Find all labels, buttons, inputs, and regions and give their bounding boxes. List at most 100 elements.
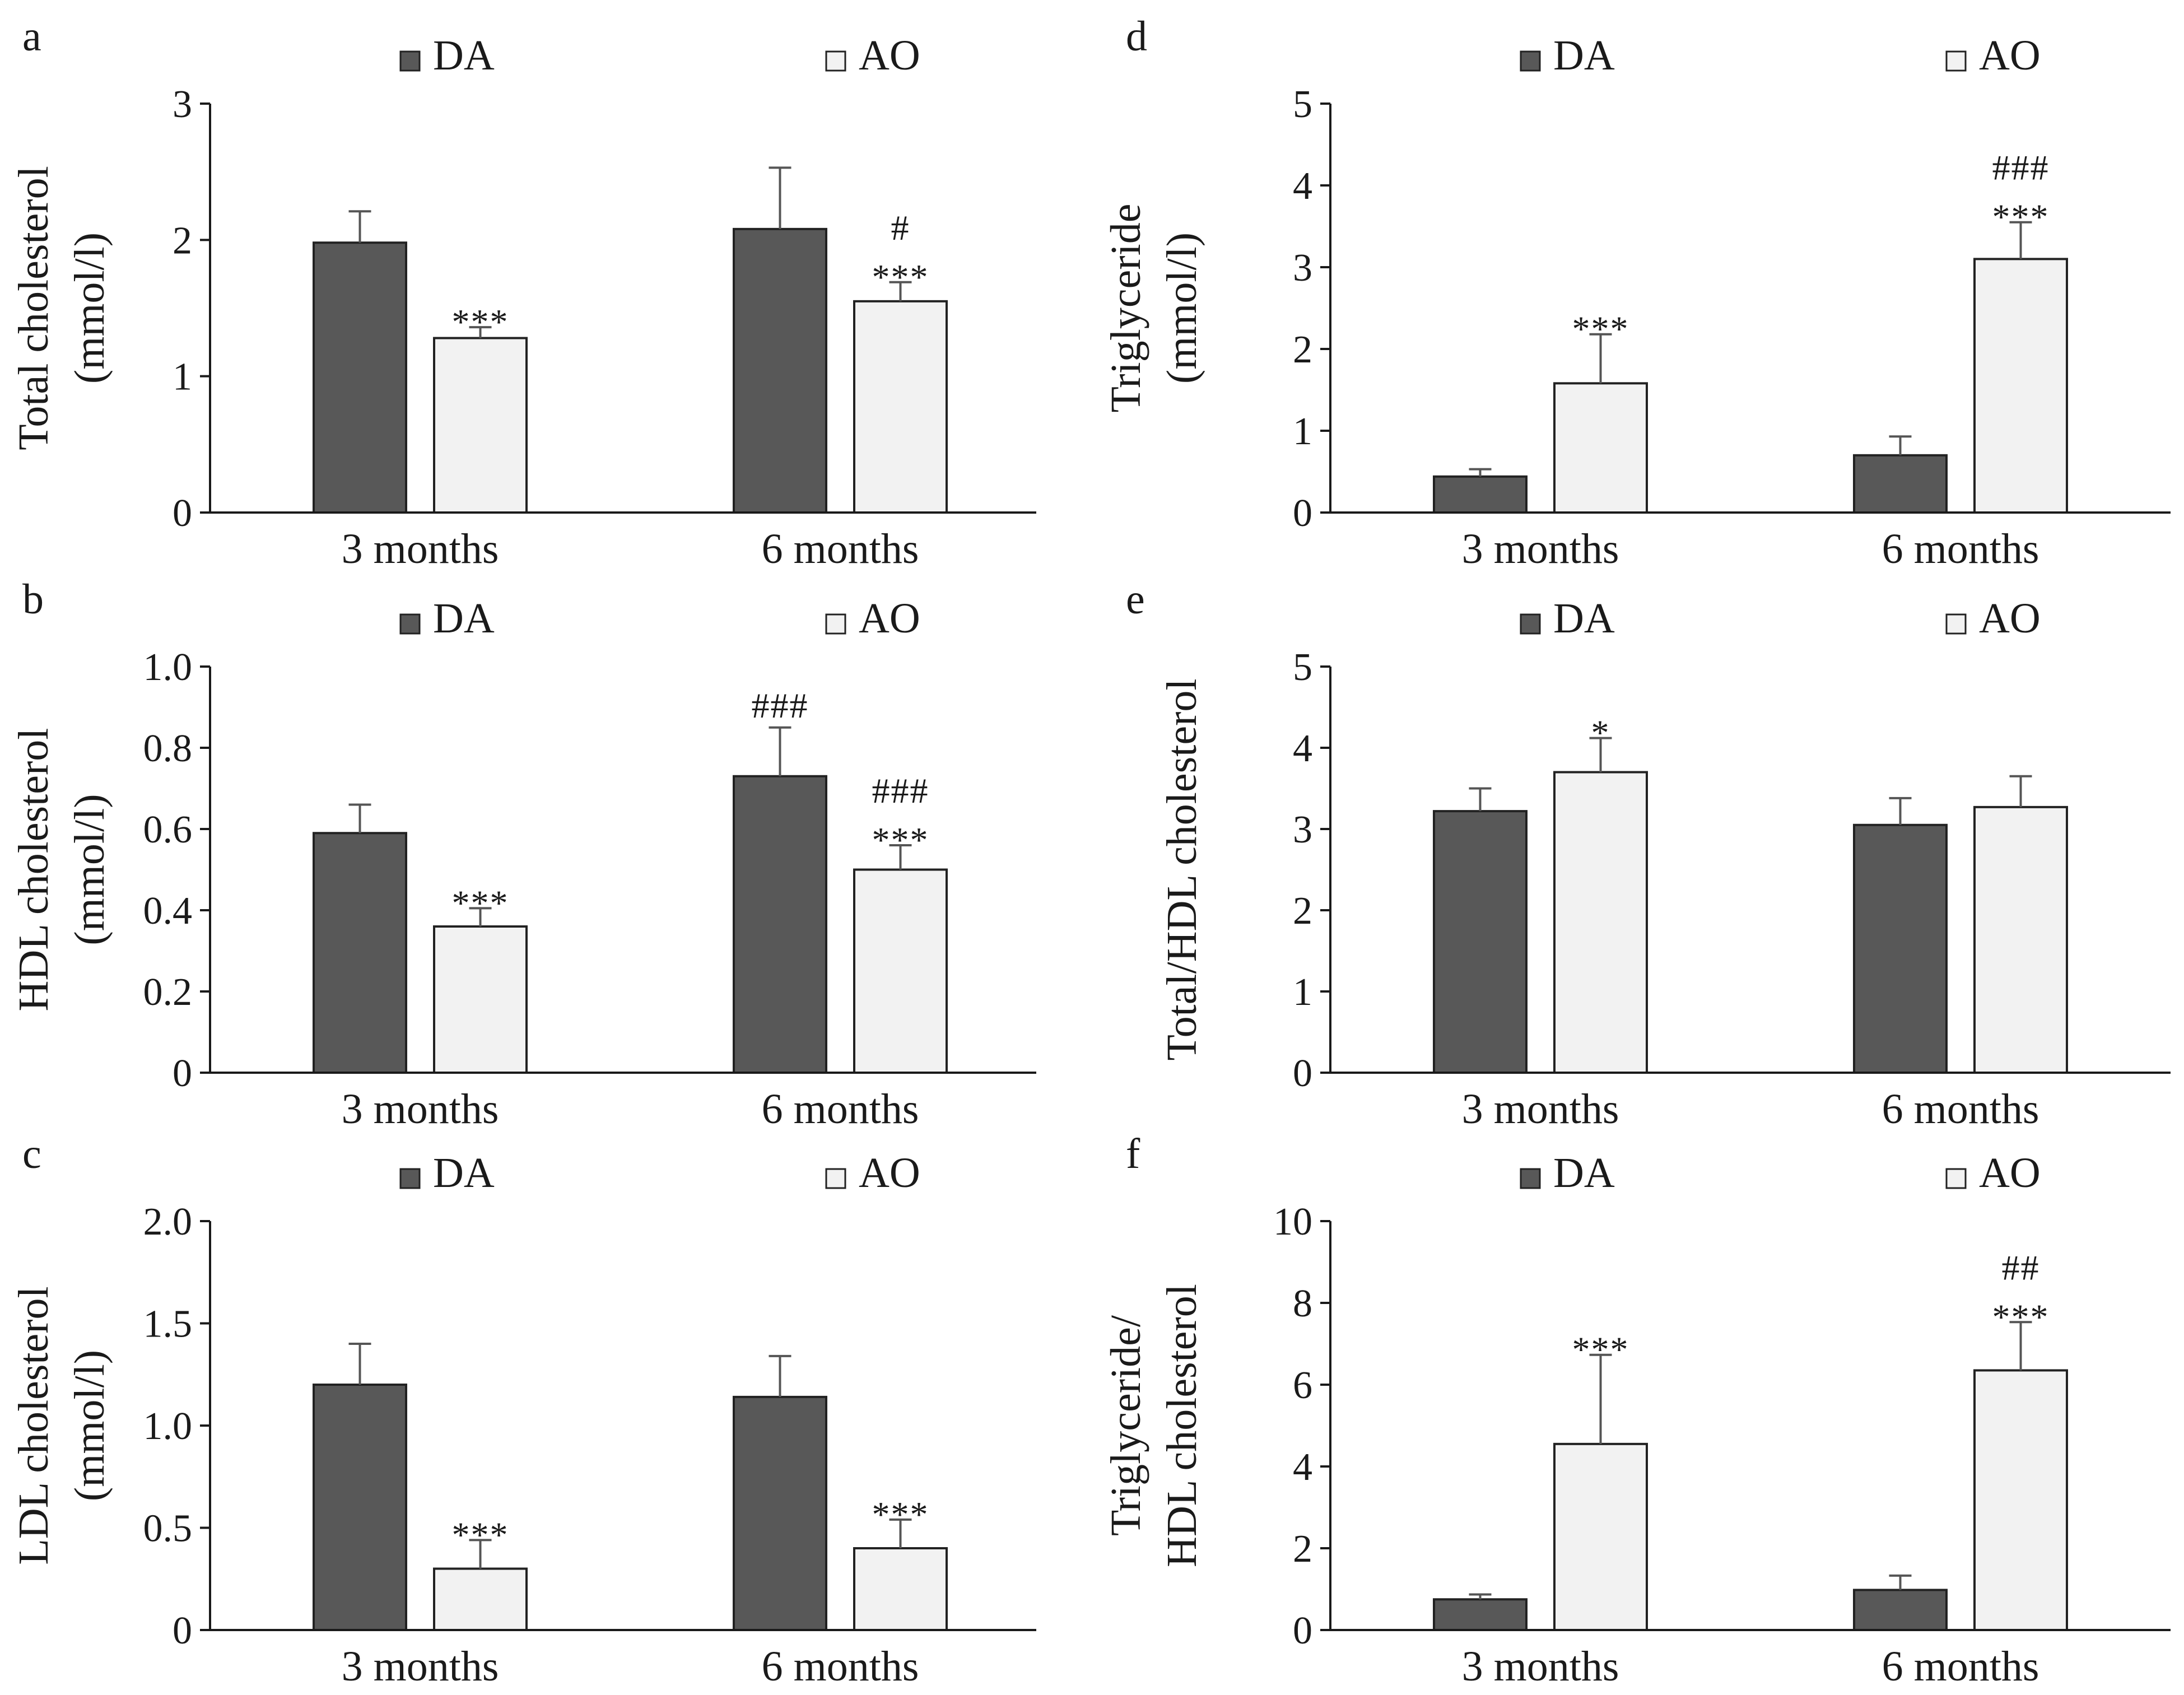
- y-axis-label: (mmol/l): [66, 1350, 113, 1501]
- y-tick-label: 10: [1273, 1200, 1312, 1244]
- legend-label-da: DA: [433, 1149, 495, 1196]
- x-tick-label-1: 6 months: [1882, 1643, 2039, 1690]
- significance-marker: ###: [1992, 148, 2050, 188]
- significance-marker: ***: [452, 883, 509, 923]
- significance-marker: ***: [452, 1515, 509, 1554]
- y-tick-label: 2: [173, 219, 192, 262]
- legend-swatch-da: [399, 1168, 421, 1189]
- bar-da-0: [313, 832, 407, 1074]
- y-axis-label: HDL cholesterol: [1158, 1284, 1205, 1567]
- bar-ao-1: [1973, 258, 2068, 514]
- significance-marker: ***: [1992, 1297, 2050, 1337]
- bar-ao-0: [433, 1567, 528, 1631]
- legend-label-ao: AO: [1979, 595, 2041, 642]
- significance-marker: *: [1591, 713, 1610, 753]
- y-tick-label: 1.5: [143, 1303, 193, 1346]
- panel-b: b DA AO HDL cholesterol (mmol/l) *** 3 months #…: [10, 576, 1036, 1133]
- y-tick-label: 2: [1293, 890, 1312, 933]
- y-tick-label: 2: [1293, 1528, 1312, 1571]
- x-tick-label-1: 6 months: [762, 1086, 919, 1133]
- legend-swatch-ao: [1945, 1168, 1967, 1189]
- panel-letter: a: [22, 13, 41, 60]
- bar-ao-1: [853, 868, 948, 1074]
- bar-da-0: [1433, 810, 1528, 1074]
- x-tick-label-0: 3 months: [1462, 525, 1619, 572]
- y-tick-label: 0.2: [143, 971, 193, 1014]
- y-tick-label: 1.0: [143, 1405, 193, 1448]
- y-tick-label: 3: [1293, 246, 1312, 290]
- legend-swatch-da: [399, 613, 421, 635]
- bar-da-1: [1853, 454, 1948, 514]
- significance-marker: ###: [752, 686, 809, 725]
- panel-f: f DA AO Triglyceride/HDL cholesterol *** 3 mo…: [1102, 1130, 2171, 1690]
- x-tick-label-1: 6 months: [762, 525, 919, 572]
- y-axis-label: (mmol/l): [66, 232, 113, 384]
- y-tick-label: 4: [1293, 1446, 1312, 1489]
- legend-swatch-ao: [825, 613, 846, 635]
- bar-ao-0: [433, 925, 528, 1074]
- x-tick-label-0: 3 months: [342, 525, 499, 572]
- y-tick-label: 0: [173, 492, 192, 535]
- x-tick-label-0: 3 months: [342, 1643, 499, 1690]
- x-tick-label-0: 3 months: [342, 1086, 499, 1133]
- significance-marker: ***: [452, 302, 509, 342]
- y-tick-label: 5: [1293, 83, 1312, 126]
- legend-label-ao: AO: [1979, 1149, 2041, 1196]
- y-tick-label: 8: [1293, 1282, 1312, 1325]
- y-axis-label: Total/HDL cholesterol: [1158, 679, 1205, 1061]
- legend-swatch-da: [1520, 1168, 1541, 1189]
- y-tick-label: 0: [173, 1609, 192, 1652]
- y-axis-label: Total cholesterol: [10, 166, 57, 450]
- significance-marker: ***: [1572, 1330, 1629, 1370]
- x-tick-label-1: 6 months: [762, 1643, 919, 1690]
- y-tick-label: 0: [1293, 1609, 1312, 1652]
- y-axis-label: LDL cholesterol: [10, 1286, 57, 1564]
- x-tick-label-1: 6 months: [1882, 525, 2039, 572]
- y-tick-label: 0: [1293, 492, 1312, 535]
- bar-ao-1: [1973, 1369, 2068, 1631]
- y-tick-label: 4: [1293, 165, 1312, 208]
- bar-da-1: [733, 227, 827, 514]
- panel-d: d DA AO Triglyceride (mmol/l) *** 3 months ### *…: [1102, 13, 2171, 572]
- y-tick-label: 1.0: [143, 646, 193, 689]
- panel-letter: c: [22, 1130, 41, 1177]
- panel-letter: f: [1126, 1130, 1140, 1177]
- legend-swatch-ao: [1945, 613, 1967, 635]
- panel-letter: d: [1126, 13, 1147, 60]
- y-tick-label: 1: [173, 356, 192, 399]
- bar-ao-0: [433, 337, 528, 514]
- panel-c: c DA AO LDL cholesterol (mmol/l) *** 3 months *…: [10, 1130, 1036, 1690]
- y-tick-label: 1: [1293, 971, 1312, 1014]
- bar-da-0: [313, 1384, 407, 1631]
- x-tick-label-1: 6 months: [1882, 1086, 2039, 1133]
- legend-swatch-ao: [1945, 50, 1967, 72]
- x-tick-label-0: 3 months: [1462, 1643, 1619, 1690]
- y-axis-label: Triglyceride: [1102, 204, 1149, 413]
- significance-marker: ***: [872, 1494, 929, 1534]
- y-tick-label: 0.4: [143, 890, 193, 933]
- y-tick-label: 1: [1293, 410, 1312, 453]
- significance-marker: ***: [1992, 197, 2050, 237]
- y-axis-label: (mmol/l): [66, 794, 113, 945]
- bar-ao-1: [853, 1547, 948, 1631]
- y-tick-label: 5: [1293, 646, 1312, 689]
- legend-swatch-da: [1520, 50, 1541, 72]
- legend-label-ao: AO: [1979, 32, 2041, 79]
- significance-marker: ***: [872, 820, 929, 860]
- y-tick-label: 3: [1293, 808, 1312, 851]
- y-tick-label: 0: [173, 1052, 192, 1095]
- y-tick-label: 2: [1293, 328, 1312, 371]
- legend-label-da: DA: [433, 32, 495, 79]
- y-axis-label: Triglyceride/: [1102, 1315, 1149, 1536]
- y-tick-label: 6: [1293, 1364, 1312, 1407]
- bar-da-1: [733, 1395, 827, 1631]
- bar-da-0: [1433, 475, 1528, 514]
- legend-swatch-da: [399, 50, 421, 72]
- bar-da-0: [1433, 1598, 1528, 1631]
- legend-swatch-ao: [825, 1168, 846, 1189]
- bar-da-1: [1853, 823, 1948, 1074]
- bar-da-1: [1853, 1589, 1948, 1631]
- legend-swatch-ao: [825, 50, 846, 72]
- legend-label-ao: AO: [859, 32, 920, 79]
